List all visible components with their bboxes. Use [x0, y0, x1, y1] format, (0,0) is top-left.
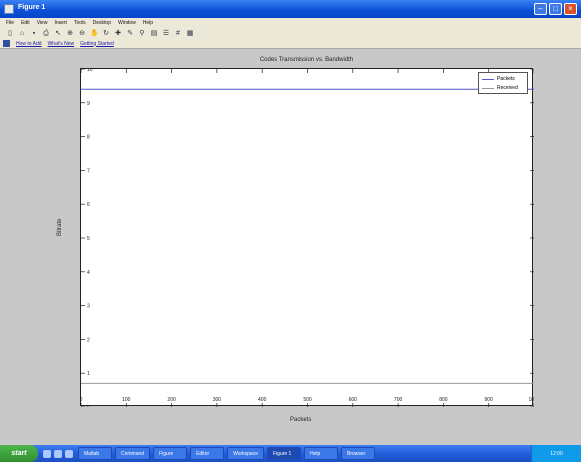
title-bar[interactable]: Figure 1 – □ ×: [0, 0, 581, 18]
new-icon[interactable]: ▯: [8, 29, 12, 37]
y-tick-label: 0: [87, 405, 90, 407]
legend-label-packets: Packets: [497, 76, 515, 82]
menu-bar: File Edit View Insert Tools Desktop Wind…: [0, 18, 581, 28]
menu-edit[interactable]: Edit: [21, 20, 30, 26]
plottools-icon[interactable]: ▦: [186, 29, 194, 37]
menu-insert[interactable]: Insert: [54, 20, 67, 26]
shortcut-getting-started[interactable]: Getting Started: [80, 40, 114, 47]
minimize-button[interactable]: –: [534, 3, 547, 15]
menu-window[interactable]: Window: [117, 20, 136, 26]
shortcut-how-to-add[interactable]: How to Add: [16, 40, 42, 47]
x-tick-label: 500: [303, 397, 312, 403]
menu-desktop[interactable]: Desktop: [92, 20, 111, 26]
open-icon[interactable]: ⌂: [19, 29, 25, 37]
brush-icon[interactable]: ✎: [127, 29, 133, 37]
close-button[interactable]: ×: [564, 3, 577, 15]
zoom-out-icon[interactable]: ⊖: [79, 29, 85, 37]
menu-help[interactable]: Help: [142, 20, 154, 26]
shortcut-whats-new[interactable]: What's New: [47, 40, 75, 47]
link-icon[interactable]: ⚲: [139, 29, 145, 37]
y-tick-label: 10: [87, 69, 93, 73]
x-tick-label: 200: [167, 397, 176, 403]
x-tick-label: 700: [394, 397, 403, 403]
task-button[interactable]: Help: [304, 447, 338, 460]
plot-svg: 0 100 200 300 400 500 600 700 800 900 1000 0 1 2 3 4 5 6 7…: [81, 69, 534, 407]
legend-swatch-packets: [482, 78, 494, 80]
y-axis-label: Bitrate: [57, 218, 63, 236]
legend-label-received: Received: [497, 85, 518, 91]
x-tick-label: 1000: [528, 397, 534, 403]
legend-icon[interactable]: ☰: [162, 29, 170, 37]
y-tick-label: 7: [87, 168, 90, 174]
rotate-icon[interactable]: ↻: [103, 29, 109, 37]
zoom-in-icon[interactable]: ⊕: [67, 29, 73, 37]
x-tick-label: 100: [122, 397, 131, 403]
x-tick-label: 300: [213, 397, 222, 403]
datacursor-icon[interactable]: ✚: [115, 29, 121, 37]
chart-title: Codes Transmission vs. Bandwidth: [259, 57, 354, 63]
colorbar-icon[interactable]: ▤: [150, 29, 158, 37]
x-tick-label: 600: [349, 397, 358, 403]
window-icon: [4, 4, 14, 14]
legend-entry-received: Received: [482, 85, 518, 91]
desktop-icon[interactable]: [54, 449, 62, 458]
media-icon[interactable]: [65, 449, 73, 458]
y-tick-label: 4: [87, 270, 90, 276]
y-tick-label: 2: [87, 337, 90, 343]
save-icon[interactable]: ▪: [32, 29, 36, 37]
x-tick-label: 800: [439, 397, 448, 403]
pan-icon[interactable]: ✋: [90, 29, 99, 37]
pointer-icon[interactable]: ↖: [55, 29, 61, 37]
start-button[interactable]: start: [0, 445, 38, 462]
x-tick-label: 400: [258, 397, 267, 403]
task-button[interactable]: Command: [115, 447, 151, 460]
chart-legend[interactable]: Packets Received: [478, 72, 528, 94]
menu-file[interactable]: File: [6, 20, 15, 26]
x-tick-label: 0: [81, 397, 83, 403]
task-button[interactable]: Browser: [341, 447, 375, 460]
x-tick-label: 900: [485, 397, 494, 403]
task-button[interactable]: Figure: [153, 447, 188, 460]
shortcuts-bar: How to Add What's New Getting Started: [0, 39, 581, 49]
y-tick-label: 3: [87, 304, 90, 310]
shortcuts-icon: [3, 40, 10, 47]
x-axis-label: Packets: [290, 417, 312, 423]
menu-tools[interactable]: Tools: [73, 20, 86, 26]
ie-icon[interactable]: [43, 449, 51, 458]
y-tick-label: 1: [87, 371, 90, 377]
system-tray[interactable]: 12:00: [531, 445, 581, 462]
task-button[interactable]: Editor: [190, 447, 225, 460]
taskbar: start Matlab Command Figure Editor Works…: [0, 445, 581, 462]
window-title: Figure 1: [18, 4, 46, 11]
y-tick-label: 8: [87, 135, 90, 141]
y-tick-label: 6: [87, 202, 90, 208]
grid-icon[interactable]: #: [176, 29, 180, 37]
task-button[interactable]: Figure 1: [267, 447, 301, 460]
task-button[interactable]: Workspace: [227, 447, 264, 460]
print-icon[interactable]: ⎙: [43, 29, 49, 37]
legend-entry-packets: Packets: [482, 76, 515, 82]
y-tick-label: 5: [87, 236, 90, 242]
y-tick-label: 9: [87, 101, 90, 107]
task-buttons: Matlab Command Figure Editor Workspace F…: [78, 447, 531, 460]
legend-swatch-received: [482, 87, 494, 89]
figure-window: Figure 1 – □ × File Edit View Insert Too…: [0, 0, 581, 445]
menu-view[interactable]: View: [36, 20, 48, 26]
maximize-button[interactable]: □: [549, 3, 562, 15]
figure-toolbar: ▯ ⌂ ▪ ⎙ ↖ ⊕ ⊖ ✋ ↻ ✚ ✎ ⚲ ▤ ☰ # ▦: [0, 28, 581, 39]
task-button[interactable]: Matlab: [78, 447, 112, 460]
quick-launch: [38, 449, 78, 458]
plot-axes[interactable]: 0 100 200 300 400 500 600 700 800 900 1000 0 1 2 3 4 5 6 7…: [80, 68, 534, 407]
window-controls: – □ ×: [534, 3, 577, 15]
